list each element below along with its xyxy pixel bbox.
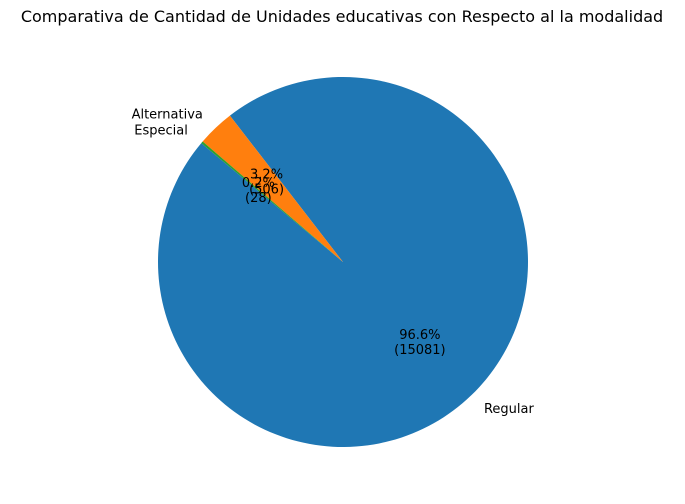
slice-label-alternativa: Alternativa xyxy=(132,107,203,122)
pie-slices xyxy=(158,76,529,447)
slice-pct-label-regular: 96.6% (15081) xyxy=(394,328,446,358)
chart-title: Comparativa de Cantidad de Unidades educ… xyxy=(21,7,663,26)
pie-slice-alternativa xyxy=(202,115,343,262)
slice-pct-label-alternativa: 3.2% (506) xyxy=(249,168,284,198)
slice-pct-label-especial: 0.2% (28) xyxy=(242,176,275,206)
slice-label-especial: Especial xyxy=(134,123,188,138)
slice-label-regular: Regular xyxy=(484,402,535,417)
pie-slice-especial xyxy=(201,141,343,262)
pie-slice-regular xyxy=(158,76,529,447)
pie-labels: Regular 96.6% (15081) Alternativa 3.2% (506) E… xyxy=(132,107,535,416)
